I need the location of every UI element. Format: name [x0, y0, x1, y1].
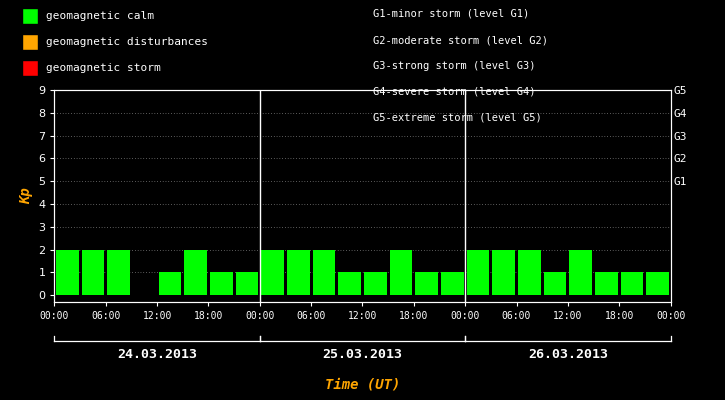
Text: geomagnetic calm: geomagnetic calm — [46, 11, 154, 21]
Bar — [569, 250, 592, 295]
Bar — [312, 250, 335, 295]
Text: G5-extreme storm (level G5): G5-extreme storm (level G5) — [373, 113, 542, 123]
Text: 25.03.2013: 25.03.2013 — [323, 348, 402, 360]
Bar — [544, 272, 566, 295]
Text: geomagnetic disturbances: geomagnetic disturbances — [46, 37, 208, 47]
Bar — [467, 250, 489, 295]
Bar — [595, 272, 618, 295]
Bar — [261, 250, 284, 295]
Bar — [287, 250, 310, 295]
Text: 24.03.2013: 24.03.2013 — [117, 348, 197, 360]
Bar — [339, 272, 361, 295]
Text: G3-strong storm (level G3): G3-strong storm (level G3) — [373, 61, 536, 71]
Text: geomagnetic storm: geomagnetic storm — [46, 63, 161, 73]
Bar — [82, 250, 104, 295]
Text: G2-moderate storm (level G2): G2-moderate storm (level G2) — [373, 35, 548, 45]
Y-axis label: Kp: Kp — [19, 188, 33, 204]
Text: G4-severe storm (level G4): G4-severe storm (level G4) — [373, 87, 536, 97]
Bar — [364, 272, 386, 295]
Bar — [518, 250, 541, 295]
Bar — [184, 250, 207, 295]
Bar — [236, 272, 258, 295]
Bar — [56, 250, 78, 295]
Bar — [492, 250, 515, 295]
Bar — [159, 272, 181, 295]
Bar — [441, 272, 464, 295]
Bar — [390, 250, 413, 295]
Bar — [415, 272, 438, 295]
Text: G1-minor storm (level G1): G1-minor storm (level G1) — [373, 9, 530, 19]
Bar — [210, 272, 233, 295]
Text: Time (UT): Time (UT) — [325, 378, 400, 392]
Bar — [107, 250, 130, 295]
Text: 26.03.2013: 26.03.2013 — [528, 348, 608, 360]
Bar — [621, 272, 643, 295]
Bar — [647, 272, 669, 295]
